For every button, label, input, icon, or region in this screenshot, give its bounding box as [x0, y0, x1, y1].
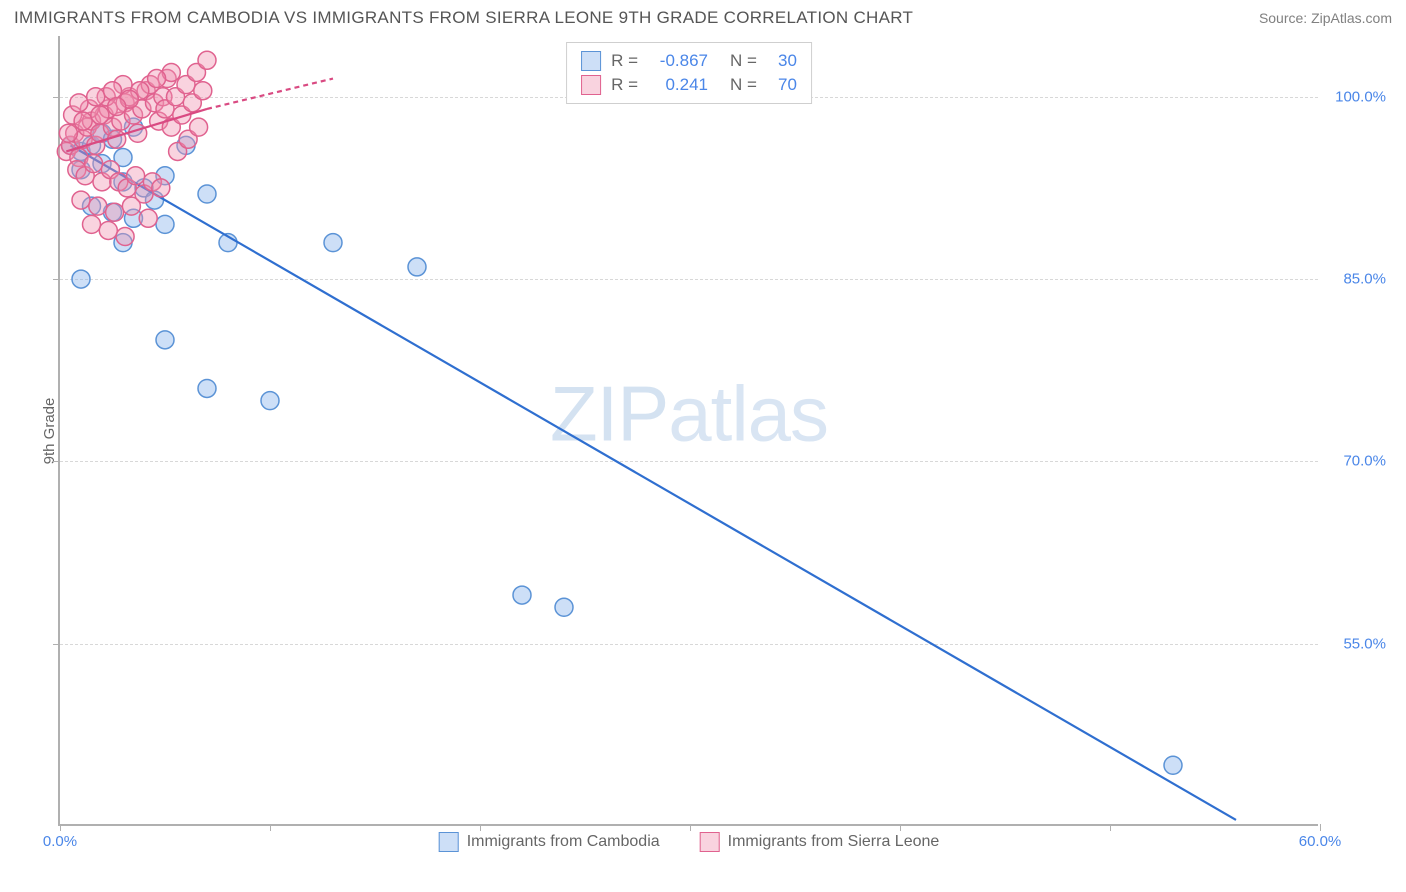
legend-n-value: 70	[767, 75, 797, 95]
x-tick-label: 0.0%	[43, 833, 77, 850]
plot-wrapper: 9th Grade ZIPatlas R = -0.867 N = 30 R =…	[58, 36, 1388, 826]
data-point	[106, 203, 124, 221]
data-point	[198, 379, 216, 397]
data-point	[152, 179, 170, 197]
data-point	[190, 118, 208, 136]
data-point	[194, 82, 212, 100]
y-tick-label: 70.0%	[1343, 453, 1386, 470]
data-point	[59, 124, 77, 142]
data-point	[324, 234, 342, 252]
data-point	[513, 586, 531, 604]
data-point	[89, 197, 107, 215]
legend-label: Immigrants from Cambodia	[467, 833, 660, 851]
legend-swatch	[581, 75, 601, 95]
legend-label: Immigrants from Sierra Leone	[728, 833, 940, 851]
data-point	[83, 215, 101, 233]
x-tick-label: 60.0%	[1299, 833, 1342, 850]
data-point	[91, 106, 109, 124]
data-point	[85, 155, 103, 173]
legend-n-label: N =	[730, 51, 757, 71]
data-point	[122, 197, 140, 215]
trend-line-extension	[207, 79, 333, 109]
trend-line	[71, 145, 1237, 820]
chart-svg	[60, 36, 1320, 826]
legend-r-value: -0.867	[648, 51, 708, 71]
y-axis-label: 9th Grade	[41, 398, 58, 465]
data-point	[108, 130, 126, 148]
data-point	[70, 94, 88, 112]
legend-correlation: R = -0.867 N = 30 R = 0.241 N = 70	[566, 42, 812, 104]
legend-r-label: R =	[611, 75, 638, 95]
title-bar: IMMIGRANTS FROM CAMBODIA VS IMMIGRANTS F…	[0, 0, 1406, 34]
data-point	[72, 191, 90, 209]
chart-title: IMMIGRANTS FROM CAMBODIA VS IMMIGRANTS F…	[14, 8, 913, 28]
data-point	[198, 185, 216, 203]
legend-n-label: N =	[730, 75, 757, 95]
data-point	[555, 598, 573, 616]
plot-area: ZIPatlas R = -0.867 N = 30 R = 0.241 N =…	[58, 36, 1318, 826]
legend-item: Immigrants from Sierra Leone	[700, 832, 940, 852]
y-tick-label: 85.0%	[1343, 271, 1386, 288]
legend-item: Immigrants from Cambodia	[439, 832, 660, 852]
data-point	[261, 392, 279, 410]
legend-r-label: R =	[611, 51, 638, 71]
source-label: Source: ZipAtlas.com	[1259, 10, 1392, 26]
data-point	[127, 167, 145, 185]
data-point	[148, 70, 166, 88]
data-point	[156, 331, 174, 349]
data-point	[408, 258, 426, 276]
legend-n-value: 30	[767, 51, 797, 71]
data-point	[87, 88, 105, 106]
legend-swatch	[700, 832, 720, 852]
y-tick-label: 55.0%	[1343, 635, 1386, 652]
data-point	[116, 228, 134, 246]
data-point	[72, 270, 90, 288]
data-point	[139, 209, 157, 227]
legend-row: R = 0.241 N = 70	[581, 73, 797, 97]
data-point	[198, 51, 216, 69]
data-point	[99, 221, 117, 239]
data-point	[74, 112, 92, 130]
y-tick-label: 100.0%	[1335, 88, 1386, 105]
legend-r-value: 0.241	[648, 75, 708, 95]
data-point	[156, 215, 174, 233]
legend-swatch	[581, 51, 601, 71]
data-point	[108, 97, 126, 115]
legend-series: Immigrants from Cambodia Immigrants from…	[439, 832, 940, 852]
legend-row: R = -0.867 N = 30	[581, 49, 797, 73]
legend-swatch	[439, 832, 459, 852]
data-point	[1164, 756, 1182, 774]
